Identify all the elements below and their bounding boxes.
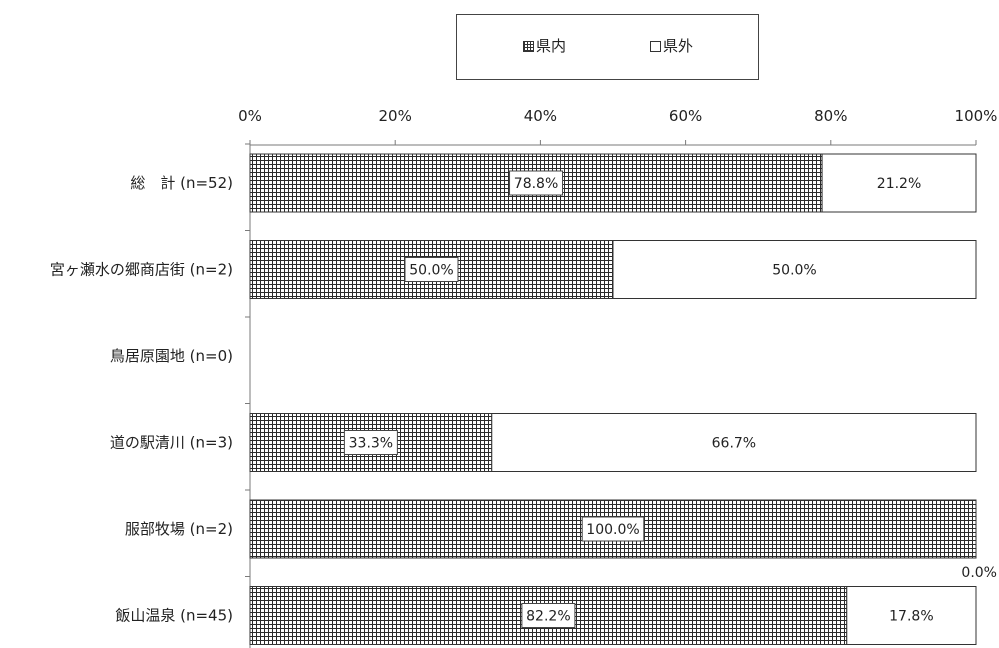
- bar-kengai: [846, 586, 977, 645]
- category-label: 飯山温泉 (n=45): [115, 607, 233, 625]
- x-tick-label: 40%: [524, 107, 557, 125]
- category-label: 宮ヶ瀬水の郷商店街 (n=2): [50, 261, 233, 279]
- data-label-kengai: 66.7%: [712, 436, 756, 452]
- data-label-kengai: 21.2%: [877, 176, 921, 192]
- bar-kengai: [491, 413, 977, 472]
- data-label-kennai: 50.0%: [409, 263, 453, 279]
- data-label-kennai: 82.2%: [526, 609, 570, 625]
- legend-item-kengai: 県外: [650, 37, 693, 55]
- data-label-box: [509, 170, 564, 196]
- category-label: 服部牧場 (n=2): [125, 520, 233, 538]
- data-label-kengai: 17.8%: [889, 609, 933, 625]
- legend-item-kennai: 県内: [523, 37, 566, 55]
- data-label-kengai: 50.0%: [772, 263, 816, 279]
- data-label-kennai: 100.0%: [586, 522, 639, 538]
- bar-kengai: [821, 153, 977, 213]
- data-label-box: [521, 603, 576, 628]
- x-tick-label: 0%: [238, 107, 262, 125]
- data-label-box: [343, 430, 398, 455]
- bar-kengai: [612, 240, 977, 299]
- x-tick-label: 20%: [379, 107, 412, 125]
- legend-label-kengai: 県外: [663, 37, 694, 55]
- data-label-kennai: 78.8%: [514, 176, 558, 192]
- legend-label-kennai: 県内: [536, 37, 567, 55]
- category-label: 鳥居原園地 (n=0): [110, 347, 233, 365]
- data-label-kengai: 0.0%: [961, 565, 997, 581]
- legend: 県内 県外: [456, 14, 759, 80]
- data-label-kennai: 33.3%: [349, 436, 393, 452]
- legend-swatch-grid-icon: [523, 41, 534, 52]
- x-tick-label: 80%: [814, 107, 847, 125]
- data-label-box: [581, 516, 645, 542]
- legend-swatch-white-icon: [650, 41, 661, 52]
- data-label-box: [404, 257, 459, 282]
- category-label: 総 計 (n=52): [130, 174, 233, 192]
- x-tick-label: 60%: [669, 107, 702, 125]
- bar-kennai: [249, 499, 977, 559]
- category-label: 道の駅清川 (n=3): [110, 434, 233, 452]
- x-tick-label: 100%: [955, 107, 998, 125]
